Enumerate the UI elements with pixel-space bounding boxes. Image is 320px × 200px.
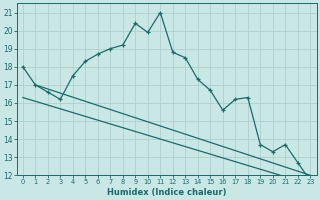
X-axis label: Humidex (Indice chaleur): Humidex (Indice chaleur) <box>107 188 226 197</box>
